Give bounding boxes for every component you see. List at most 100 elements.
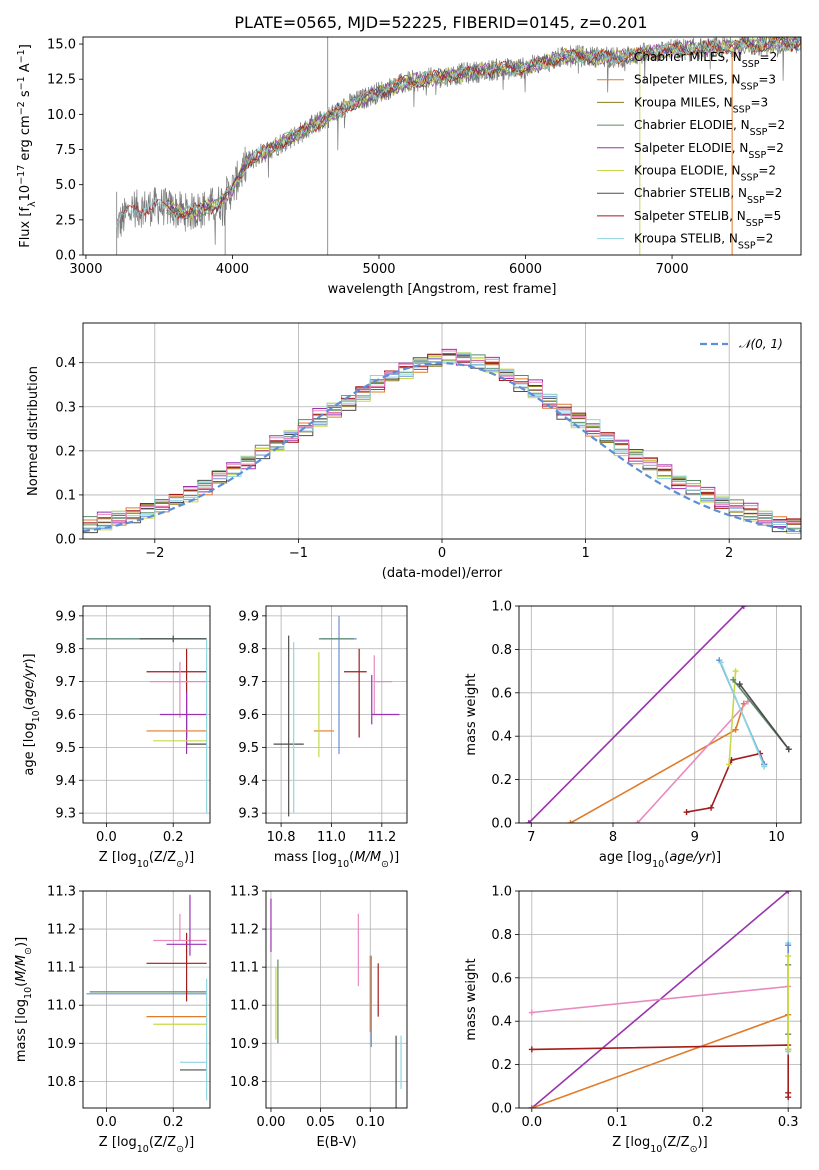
age-vs-mass-ytick-label: 9.4 <box>238 774 259 789</box>
mass-vs-Z-grid <box>83 890 210 1108</box>
age-vs-mass-panel: 10.8 11.0 11.2 9.3 9.4 9.5 9.6 9.7 9.8 9.9 mass [l… <box>238 605 408 870</box>
spectrum-panel: 3000 4000 5000 6000 7000 0.0 2.5 5.0 7.5 10.0 12.5… <box>16 36 802 297</box>
weight-vs-Z-xtick-label: 0.3 <box>778 1115 799 1130</box>
residual-legend: 𝒩(0, 1) <box>700 337 783 351</box>
weight-marker <box>761 763 768 770</box>
age-vs-mass-ytick-label: 9.6 <box>238 708 259 723</box>
weight-marker <box>732 668 739 675</box>
weight-vs-Z-xtick-label: 0.2 <box>692 1115 713 1130</box>
spectrum-legend-label: Salpeter ELODIE, NSSP=2 <box>634 141 784 161</box>
residuals-xtick-label: 2 <box>725 546 733 561</box>
weight-marker <box>717 659 724 666</box>
mass-vs-Z-axes: 0.0 0.2 10.8 10.9 11.0 11.1 11.2 11.3 Z [log10(Z… <box>14 885 211 1155</box>
residuals-xlabel: (data-model)/error <box>382 566 503 581</box>
residuals-xtick-label: 1 <box>581 546 589 561</box>
weight-vs-age-xtick-label: 10 <box>768 830 785 845</box>
spectrum-legend-label: Chabrier MILES, NSSP=2 <box>634 50 777 70</box>
spectrum-ytick-label: 5.0 <box>55 178 76 193</box>
age-vs-mass-xtick-label: 11.0 <box>317 830 346 845</box>
spectrum-axes: 3000 4000 5000 6000 7000 0.0 2.5 5.0 7.5 10.0 12.5… <box>16 36 802 297</box>
age-vs-mass-ytick-label: 9.9 <box>238 609 259 624</box>
residuals-ytick-label: 0.3 <box>55 400 76 415</box>
gaussian-curve <box>83 361 801 533</box>
weight-vs-Z-plot-area <box>528 891 792 1108</box>
spectrum-legend-label: Kroupa ELODIE, NSSP=2 <box>634 164 776 184</box>
mass-vs-EBV-ytick-label: 11.0 <box>230 999 259 1014</box>
spectrum-ytick-label: 15.0 <box>47 38 76 53</box>
weight-vs-Z-xlabel: Z [log10(Z/Z⊙)] <box>612 1135 707 1155</box>
weight-marker <box>528 1046 535 1053</box>
weight-marker <box>732 726 739 733</box>
age-vs-Z-frame <box>82 605 211 824</box>
residual-histogram <box>83 353 801 530</box>
gaussian-legend-label: 𝒩(0, 1) <box>739 337 783 351</box>
weight-vs-Z-ytick-label: 0.0 <box>491 1102 512 1117</box>
spectrum-legend-label: Kroupa STELIB, NSSP=2 <box>634 232 773 252</box>
weight-vs-age-ytick-label: 0.6 <box>491 686 512 701</box>
weight-vs-age-ytick-label: 0.8 <box>491 643 512 658</box>
spectrum-legend-label: Salpeter MILES, NSSP=3 <box>634 73 776 93</box>
weight-marker <box>730 676 737 683</box>
mass-vs-Z-frame <box>82 890 211 1109</box>
weight-line <box>531 985 789 1014</box>
mass-vs-EBV-plot-area <box>270 898 402 1108</box>
spectrum-title: PLATE=0565, MJD=52225, FIBERID=0145, z=0… <box>234 13 647 32</box>
mass-vs-EBV-ytick-label: 11.3 <box>230 885 259 900</box>
spectrum-ytick-label: 7.5 <box>55 143 76 158</box>
mass-vs-Z-xlabel: Z [log10(Z/Z⊙)] <box>99 1135 194 1155</box>
spectrum-legend-label: Salpeter STELIB, NSSP=5 <box>634 209 781 229</box>
spectrum-model-line <box>116 37 801 228</box>
weight-line <box>728 671 737 765</box>
weight-vs-Z-frame <box>518 890 802 1109</box>
residuals-ytick-label: 0.2 <box>55 444 76 459</box>
mass-vs-EBV-xtick-label: 0.10 <box>356 1115 385 1130</box>
residuals-ytick-label: 0.1 <box>55 488 76 503</box>
residuals-ytick-label: 0.4 <box>55 356 76 371</box>
mass-vs-Z-ytick-label: 11.0 <box>47 999 76 1014</box>
spectrum-legend: Chabrier MILES, NSSP=2 Salpeter MILES, NS… <box>597 50 785 251</box>
weight-vs-age-axes: 7 8 9 10 0.0 0.2 0.4 0.6 0.8 1.0 age [log10(age/yr… <box>464 600 802 870</box>
mass-vs-EBV-xtick-label: 0.00 <box>256 1115 285 1130</box>
residual-histogram <box>83 354 801 534</box>
weight-line <box>531 1013 789 1108</box>
weight-vs-Z-ytick-label: 0.4 <box>491 1015 512 1030</box>
spectrum-ylabel: Flux [fλ10−17 erg cm−2 s−1 A−1] <box>16 44 38 248</box>
spectrum-legend-label: Chabrier STELIB, NSSP=2 <box>634 186 782 206</box>
residual-histogram <box>83 350 801 524</box>
mass-vs-Z-ylabel: mass [log10(M/M⊙)] <box>14 937 34 1062</box>
weight-vs-age-ylabel: mass weight <box>464 673 479 755</box>
weight-vs-age-ytick-label: 0.4 <box>491 730 512 745</box>
mass-vs-EBV-grid <box>266 890 407 1108</box>
age-vs-Z-ytick-label: 9.9 <box>55 609 76 624</box>
weight-vs-age-ytick-label: 0.2 <box>491 773 512 788</box>
age-vs-Z-ytick-label: 9.4 <box>55 774 76 789</box>
weight-marker <box>708 804 715 811</box>
age-vs-mass-axes: 10.8 11.0 11.2 9.3 9.4 9.5 9.6 9.7 9.8 9.9 mass [l… <box>238 605 408 870</box>
mass-vs-EBV-panel: 0.00 0.05 0.10 10.8 10.9 11.0 11.1 11.2 11.3 E(B-… <box>230 885 408 1150</box>
spectrum-legend-label: Kroupa MILES, NSSP=3 <box>634 95 768 115</box>
mass-vs-EBV-ytick-label: 11.2 <box>230 923 259 938</box>
spectrum-ytick-label: 10.0 <box>47 108 76 123</box>
age-vs-mass-xlabel: mass [log10(M/M⊙)] <box>274 850 399 870</box>
weight-vs-age-frame <box>518 605 802 824</box>
weight-marker <box>528 1009 535 1016</box>
age-vs-Z-xtick-label: 0.0 <box>96 830 117 845</box>
age-vs-mass-xtick-label: 11.2 <box>367 830 396 845</box>
age-vs-Z-xtick-label: 0.2 <box>163 830 184 845</box>
weight-vs-age-ytick-label: 0.0 <box>491 817 512 832</box>
mass-vs-Z-ytick-label: 11.3 <box>47 885 76 900</box>
mass-vs-Z-plot-area <box>86 894 208 1101</box>
age-vs-Z-plot-area <box>86 635 208 814</box>
weight-vs-age-xtick-label: 8 <box>609 830 617 845</box>
weight-vs-Z-xtick-label: 0.0 <box>521 1115 542 1130</box>
weight-marker <box>525 820 532 823</box>
residuals-xtick-label: −2 <box>145 546 164 561</box>
mass-vs-EBV-axes: 0.00 0.05 0.10 10.8 10.9 11.0 11.1 11.2 11.3 E(B-… <box>230 885 408 1150</box>
weight-marker <box>634 820 641 823</box>
mass-vs-Z-panel: 0.0 0.2 10.8 10.9 11.0 11.1 11.2 11.3 Z [log10(Z… <box>14 885 211 1155</box>
weight-marker <box>785 746 792 753</box>
mass-vs-Z-ytick-label: 10.9 <box>47 1037 76 1052</box>
age-vs-Z-ytick-label: 9.7 <box>55 675 76 690</box>
residuals-xtick-label: −1 <box>289 546 308 561</box>
